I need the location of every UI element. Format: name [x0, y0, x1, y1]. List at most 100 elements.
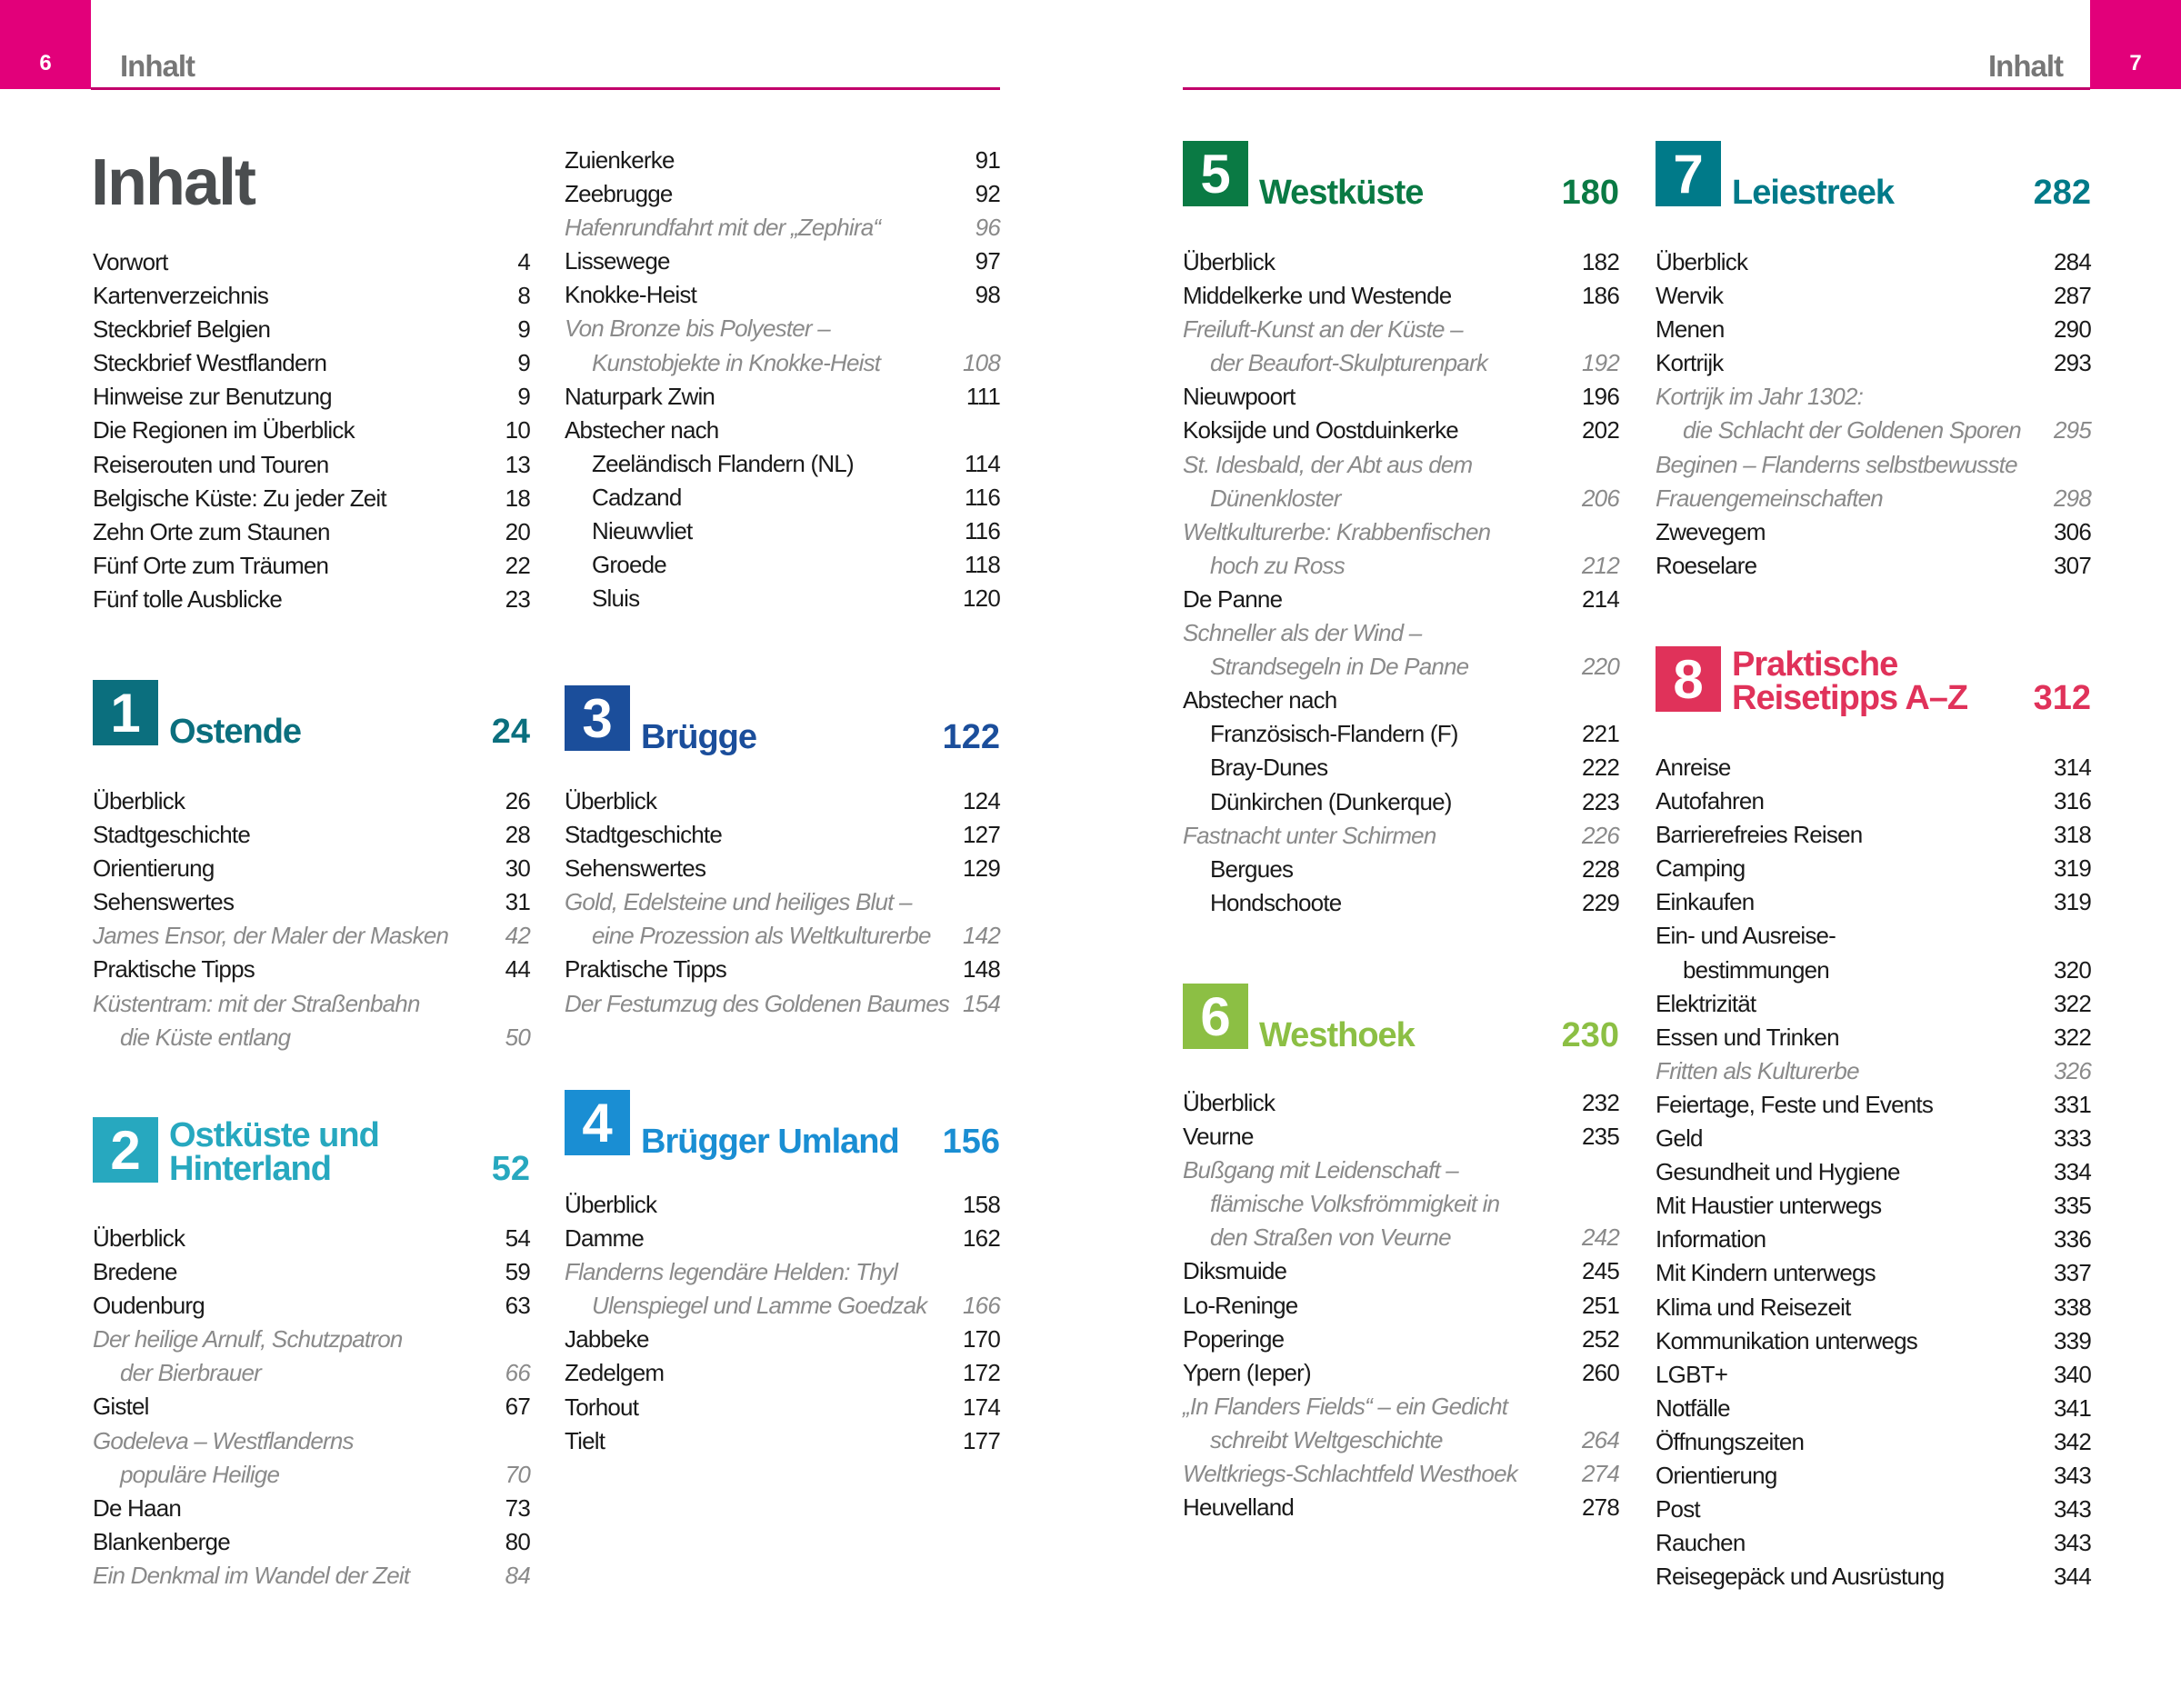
section-header[interactable]: 2 Ostküste und Hinterland 52 — [93, 1117, 530, 1186]
toc-entry[interactable]: Geld 333 — [1656, 1122, 2092, 1155]
toc-entry[interactable]: Abstecher nach — [565, 414, 1000, 447]
toc-entry[interactable]: Middelkerke und Westende 186 — [1183, 279, 1620, 313]
section-header[interactable]: 7 Leiestreek 282 — [1656, 141, 2091, 210]
toc-entry[interactable]: Blankenberge 80 — [93, 1525, 531, 1559]
toc-entry[interactable]: Steckbrief Belgien 9 — [93, 313, 531, 346]
toc-entry[interactable]: Heuvelland 278 — [1183, 1491, 1620, 1524]
toc-entry[interactable]: schreibt Weltgeschichte 264 — [1183, 1423, 1620, 1457]
toc-entry[interactable]: James Ensor, der Maler der Masken 42 — [93, 919, 531, 953]
section-header[interactable]: 4 Brügger Umland 156 — [565, 1090, 1000, 1159]
toc-entry[interactable]: Reisegepäck und Ausrüstung 344 — [1656, 1560, 2092, 1593]
toc-entry[interactable]: Kunstobjekte in Knokke-Heist 108 — [565, 346, 1001, 380]
toc-entry[interactable]: Stadtgeschichte 28 — [93, 818, 531, 852]
toc-entry[interactable]: Post 343 — [1656, 1493, 2092, 1526]
toc-entry[interactable]: Von Bronze bis Polyester – — [565, 312, 1000, 345]
toc-entry[interactable]: „In Flanders Fields“ – ein Gedicht — [1183, 1390, 1619, 1423]
toc-entry[interactable]: Fastnacht unter Schirmen 226 — [1183, 819, 1620, 853]
toc-entry[interactable]: Der Festumzug des Goldenen Baumes 154 — [565, 987, 1001, 1021]
toc-entry[interactable]: Bredene 59 — [93, 1255, 531, 1289]
toc-entry[interactable]: De Haan 73 — [93, 1492, 531, 1525]
toc-entry[interactable]: Zuienkerke 91 — [565, 144, 1001, 177]
section-header[interactable]: 1 Ostende 24 — [93, 680, 530, 749]
toc-entry[interactable]: Praktische Tipps 44 — [93, 953, 531, 986]
toc-entry[interactable]: Überblick 284 — [1656, 245, 2092, 279]
toc-entry[interactable]: Weltkulturerbe: Krabbenfischen — [1183, 515, 1619, 549]
toc-entry[interactable]: Gistel 67 — [93, 1390, 531, 1423]
toc-entry[interactable]: Überblick 26 — [93, 784, 531, 818]
toc-entry[interactable]: Autofahren 316 — [1656, 784, 2092, 818]
toc-entry[interactable]: Bußgang mit Leidenschaft – — [1183, 1154, 1619, 1187]
toc-entry[interactable]: Fünf tolle Ausblicke 23 — [93, 583, 531, 616]
toc-entry[interactable]: Bergues 228 — [1183, 853, 1620, 886]
toc-entry[interactable]: Anreise 314 — [1656, 751, 2092, 784]
toc-entry[interactable]: Küstentram: mit der Straßenbahn — [93, 987, 530, 1021]
toc-entry[interactable]: Der heilige Arnulf, Schutzpatron — [93, 1323, 530, 1356]
toc-entry[interactable]: Französisch-Flandern (F) 221 — [1183, 717, 1620, 751]
toc-entry[interactable]: Steckbrief Westflandern 9 — [93, 346, 531, 380]
toc-entry[interactable]: Zwevegem 306 — [1656, 515, 2092, 549]
toc-entry[interactable]: Rauchen 343 — [1656, 1526, 2092, 1560]
toc-entry[interactable]: De Panne 214 — [1183, 583, 1620, 616]
toc-entry[interactable]: Frauengemeinschaften 298 — [1656, 482, 2092, 515]
toc-entry[interactable]: Roeselare 307 — [1656, 549, 2092, 583]
toc-entry[interactable]: Zehn Orte zum Staunen 20 — [93, 515, 531, 549]
toc-entry[interactable]: Mit Haustier unterwegs 335 — [1656, 1189, 2092, 1223]
toc-entry[interactable]: Feiertage, Feste und Events 331 — [1656, 1088, 2092, 1122]
toc-entry[interactable]: St. Idesbald, der Abt aus dem — [1183, 448, 1619, 482]
toc-entry[interactable]: Hinweise zur Benutzung 9 — [93, 380, 531, 414]
toc-entry[interactable]: Überblick 182 — [1183, 245, 1620, 279]
toc-entry[interactable]: Orientierung 30 — [93, 852, 531, 885]
toc-entry[interactable]: Torhout 174 — [565, 1391, 1001, 1424]
toc-entry[interactable]: Überblick 158 — [565, 1188, 1001, 1222]
toc-entry[interactable]: Koksijde und Oostduinkerke 202 — [1183, 414, 1620, 447]
toc-entry[interactable]: Schneller als der Wind – — [1183, 616, 1619, 650]
section-header[interactable]: 8 Praktische Reisetipps A–Z 312 — [1656, 646, 2091, 715]
toc-entry[interactable]: den Straßen von Veurne 242 — [1183, 1221, 1620, 1254]
toc-entry[interactable]: Kartenverzeichnis 8 — [93, 279, 531, 313]
toc-entry[interactable]: Nieuwvliet 116 — [565, 514, 1001, 548]
toc-entry[interactable]: Camping 319 — [1656, 852, 2092, 885]
toc-entry[interactable]: Bray-Dunes 222 — [1183, 751, 1620, 784]
toc-entry[interactable]: Sehenswertes 31 — [93, 885, 531, 919]
toc-entry[interactable]: Praktische Tipps 148 — [565, 953, 1001, 986]
toc-entry[interactable]: Kortrijk im Jahr 1302: — [1656, 380, 2091, 414]
toc-entry[interactable]: Sehenswertes 129 — [565, 852, 1001, 885]
toc-entry[interactable]: Ulenspiegel und Lamme Goedzak 166 — [565, 1289, 1001, 1323]
toc-entry[interactable]: Dünkirchen (Dunkerque) 223 — [1183, 785, 1620, 819]
section-header[interactable]: 5 Westküste 180 — [1183, 141, 1619, 210]
toc-entry[interactable]: hoch zu Ross 212 — [1183, 549, 1620, 583]
toc-entry[interactable]: die Schlacht der Goldenen Sporen 295 — [1656, 414, 2092, 447]
toc-entry[interactable]: Abstecher nach — [1183, 684, 1619, 717]
toc-entry[interactable]: LGBT+ 340 — [1656, 1358, 2092, 1392]
toc-entry[interactable]: Zedelgem 172 — [565, 1356, 1001, 1390]
toc-entry[interactable]: Öffnungszeiten 342 — [1656, 1425, 2092, 1459]
toc-entry[interactable]: Fünf Orte zum Träumen 22 — [93, 549, 531, 583]
toc-entry[interactable]: Freiluft-Kunst an der Küste – — [1183, 313, 1619, 346]
toc-entry[interactable]: Strandsegeln in De Panne 220 — [1183, 650, 1620, 684]
toc-entry[interactable]: Vorwort 4 — [93, 245, 531, 279]
toc-entry[interactable]: Dünenkloster 206 — [1183, 482, 1620, 515]
toc-entry[interactable]: Ein Denkmal im Wandel der Zeit 84 — [93, 1559, 531, 1593]
toc-entry[interactable]: flämische Volksfrömmigkeit in — [1183, 1187, 1619, 1221]
toc-entry[interactable]: Elektrizität 322 — [1656, 987, 2092, 1021]
toc-entry[interactable]: Beginen – Flanderns selbstbewusste — [1656, 448, 2091, 482]
toc-entry[interactable]: Belgische Küste: Zu jeder Zeit 18 — [93, 482, 531, 515]
toc-entry[interactable]: Zeeländisch Flandern (NL) 114 — [565, 447, 1001, 481]
toc-entry[interactable]: Mit Kindern unterwegs 337 — [1656, 1256, 2092, 1290]
toc-entry[interactable]: Knokke-Heist 98 — [565, 278, 1001, 312]
toc-entry[interactable]: Fritten als Kulturerbe 326 — [1656, 1054, 2092, 1088]
toc-entry[interactable]: Orientierung 343 — [1656, 1459, 2092, 1493]
toc-entry[interactable]: Überblick 124 — [565, 784, 1001, 818]
toc-entry[interactable]: Überblick 54 — [93, 1222, 531, 1255]
toc-entry[interactable]: Gold, Edelsteine und heiliges Blut – — [565, 885, 1000, 919]
toc-entry[interactable]: Sluis 120 — [565, 582, 1001, 615]
toc-entry[interactable]: Einkaufen 319 — [1656, 885, 2092, 919]
toc-entry[interactable]: Groede 118 — [565, 548, 1001, 582]
toc-entry[interactable]: populäre Heilige 70 — [93, 1458, 531, 1492]
toc-entry[interactable]: Kortrijk 293 — [1656, 346, 2092, 380]
toc-entry[interactable]: der Beaufort-Skulpturenpark 192 — [1183, 346, 1620, 380]
toc-entry[interactable]: Cadzand 116 — [565, 481, 1001, 514]
toc-entry[interactable]: Veurne 235 — [1183, 1120, 1620, 1154]
toc-entry[interactable]: Die Regionen im Überblick 10 — [93, 414, 531, 447]
section-header[interactable]: 6 Westhoek 230 — [1183, 984, 1619, 1053]
